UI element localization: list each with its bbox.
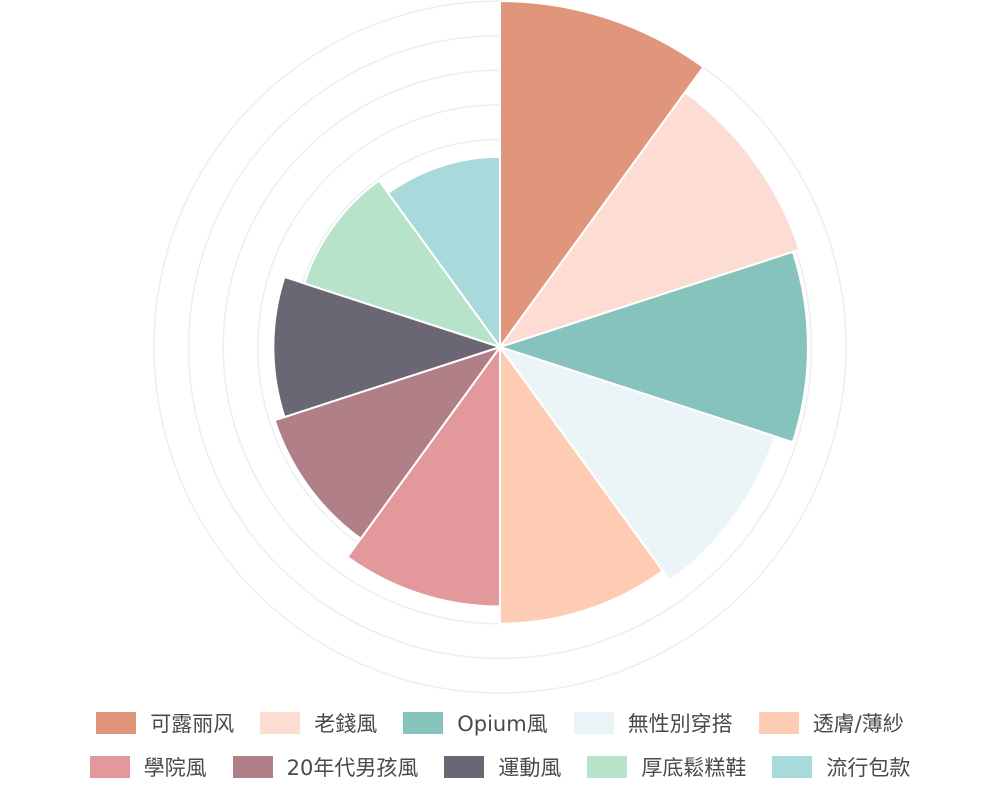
- legend-swatch: [96, 712, 137, 734]
- rose-slice[interactable]: [303, 179, 501, 348]
- legend-swatch: [260, 712, 301, 734]
- legend-swatch: [89, 756, 130, 778]
- legend-swatch: [232, 756, 273, 778]
- legend-label: 流行包款: [826, 756, 911, 780]
- rose-slice[interactable]: [499, 250, 809, 444]
- legend-row-2: 學院風 20年代男孩風 運動風 厚底鬆糕鞋 流行包款: [0, 752, 1000, 782]
- legend-swatch: [444, 756, 485, 778]
- legend-label: 老錢風: [314, 712, 378, 736]
- legend-label: Opium風: [457, 712, 548, 736]
- rose-chart: [153, 0, 847, 694]
- legend-swatch: [772, 756, 813, 778]
- legend-item[interactable]: 運動風: [444, 752, 561, 782]
- legend-label: 可露丽风: [150, 712, 235, 736]
- legend-item[interactable]: 學院風: [89, 752, 207, 782]
- rose-slice[interactable]: [346, 346, 501, 608]
- rose-slice[interactable]: [272, 275, 501, 419]
- rose-slice[interactable]: [499, 346, 664, 625]
- legend-item[interactable]: 流行包款: [772, 752, 910, 782]
- legend-swatch: [587, 756, 628, 778]
- legend-label: 厚底鬆糕鞋: [641, 756, 747, 780]
- legend-row-1: 可露丽风 老錢風 Opium風 無性別穿搭 透膚/薄紗: [0, 708, 1000, 738]
- legend-item[interactable]: 無性別穿搭: [573, 708, 733, 738]
- legend-label: 運動風: [498, 756, 562, 780]
- legend-label: 透膚/薄紗: [812, 712, 904, 736]
- legend-swatch: [573, 712, 614, 734]
- rose-slices: [272, 0, 809, 625]
- rose-slice[interactable]: [387, 155, 501, 348]
- legend-label: 學院風: [143, 756, 207, 780]
- legend-item[interactable]: Opium風: [403, 708, 548, 738]
- legend-item[interactable]: 可露丽风: [96, 708, 234, 738]
- legend-item[interactable]: 20年代男孩風: [232, 752, 419, 782]
- legend-swatch: [758, 712, 799, 734]
- legend-label: 20年代男孩風: [286, 756, 419, 780]
- legend-item[interactable]: 厚底鬆糕鞋: [587, 752, 746, 782]
- rose-slice[interactable]: [499, 91, 801, 348]
- legend-label: 無性別穿搭: [627, 712, 733, 736]
- rose-slice[interactable]: [499, 346, 776, 582]
- rose-slice[interactable]: [273, 346, 501, 540]
- legend-item[interactable]: 透膚/薄紗: [758, 708, 904, 738]
- legend-item[interactable]: 老錢風: [260, 708, 377, 738]
- rose-slice[interactable]: [499, 0, 705, 348]
- legend-swatch: [403, 712, 444, 734]
